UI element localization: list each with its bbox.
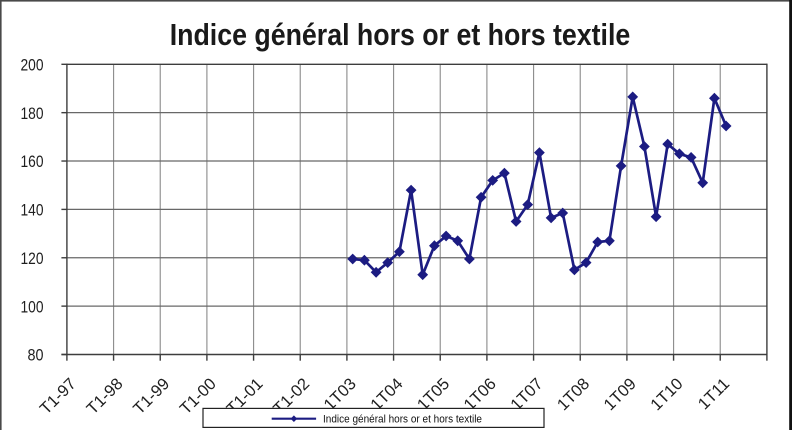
svg-text:100: 100 — [21, 297, 44, 316]
svg-text:80: 80 — [28, 346, 44, 365]
svg-text:200: 200 — [21, 56, 44, 75]
svg-text:Indice général hors or et hors: Indice général hors or et hors textile — [170, 18, 631, 52]
svg-text:160: 160 — [21, 152, 44, 171]
svg-text:140: 140 — [21, 201, 44, 220]
svg-text:Indice général hors or et hors: Indice général hors or et hors textile — [323, 413, 482, 425]
svg-text:180: 180 — [21, 104, 44, 123]
svg-text:120: 120 — [21, 249, 44, 268]
